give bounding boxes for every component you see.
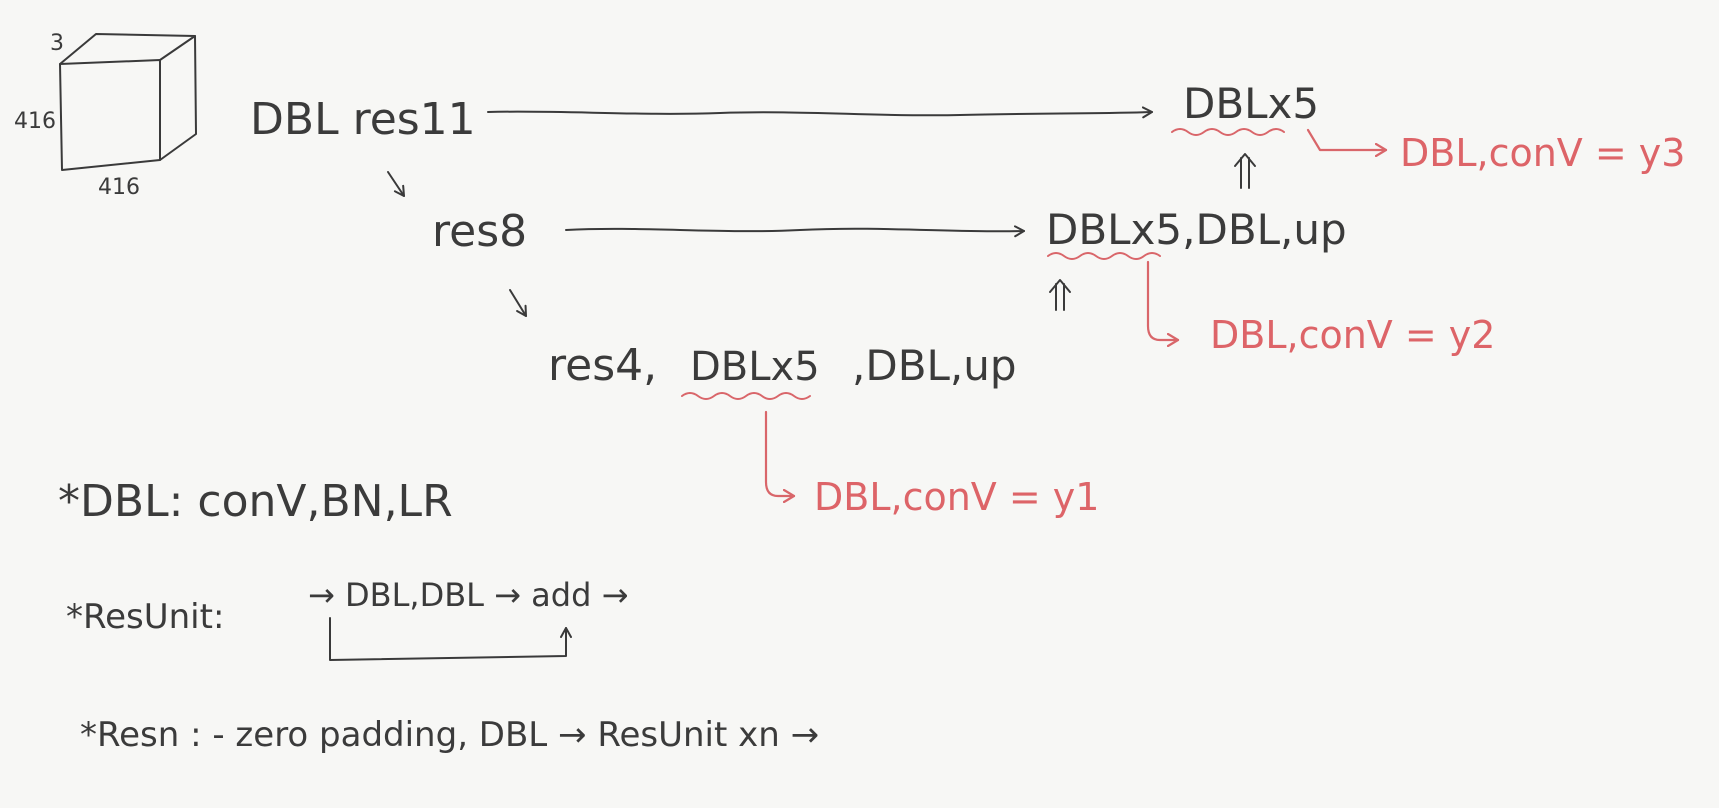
cube-top-face xyxy=(59,33,196,65)
y3-output-label: DBL,conV = y3 xyxy=(1400,131,1685,175)
row1-left-label: DBL res11 xyxy=(250,94,476,145)
res11-to-res8-arrow xyxy=(387,171,405,197)
y2-branch-arrow xyxy=(1146,260,1180,340)
row3-middle-label: DBLx5 xyxy=(690,344,820,390)
resunit-skip-connection xyxy=(329,617,572,661)
row1-right-label: DBLx5 xyxy=(1183,79,1319,128)
res8-to-res4-arrow xyxy=(509,289,527,317)
cube-height-label: 416 xyxy=(14,109,56,134)
y2-output-label: DBL,conV = y2 xyxy=(1210,313,1495,357)
input-cube: 3 416 416 xyxy=(14,31,197,200)
cube-depth-label: 3 xyxy=(50,31,64,56)
row2-right-label: DBLx5,DBL,up xyxy=(1046,205,1347,254)
cube-front-face xyxy=(59,59,161,171)
row2-skip-arrow xyxy=(565,225,1025,238)
y1-branch-arrow xyxy=(764,410,796,496)
cube-side-face xyxy=(159,35,197,161)
dbl-definition: *DBL: conV,BN,LR xyxy=(58,476,453,527)
y3-branch-arrow xyxy=(1306,128,1388,150)
resunit-definition-label: *ResUnit: xyxy=(66,597,224,637)
y1-output-label: DBL,conV = y1 xyxy=(814,475,1099,519)
row2-left-label: res8 xyxy=(432,206,527,257)
row1-underline xyxy=(1171,128,1285,136)
row2-to-row1-up-arrow xyxy=(1234,153,1256,189)
row3-to-row2-up-arrow xyxy=(1049,279,1071,311)
resunit-definition-flow: → DBL,DBL → add → xyxy=(308,576,628,614)
row2-underline xyxy=(1047,252,1161,260)
row3-left-label: res4, xyxy=(548,340,657,391)
resn-definition: *Resn : - zero padding, DBL → ResUnit xn… xyxy=(80,715,819,755)
row3-underline xyxy=(681,392,811,400)
row3-right-label: ,DBL,up xyxy=(852,341,1017,390)
cube-width-label: 416 xyxy=(98,175,140,200)
row1-skip-arrow xyxy=(487,106,1153,119)
